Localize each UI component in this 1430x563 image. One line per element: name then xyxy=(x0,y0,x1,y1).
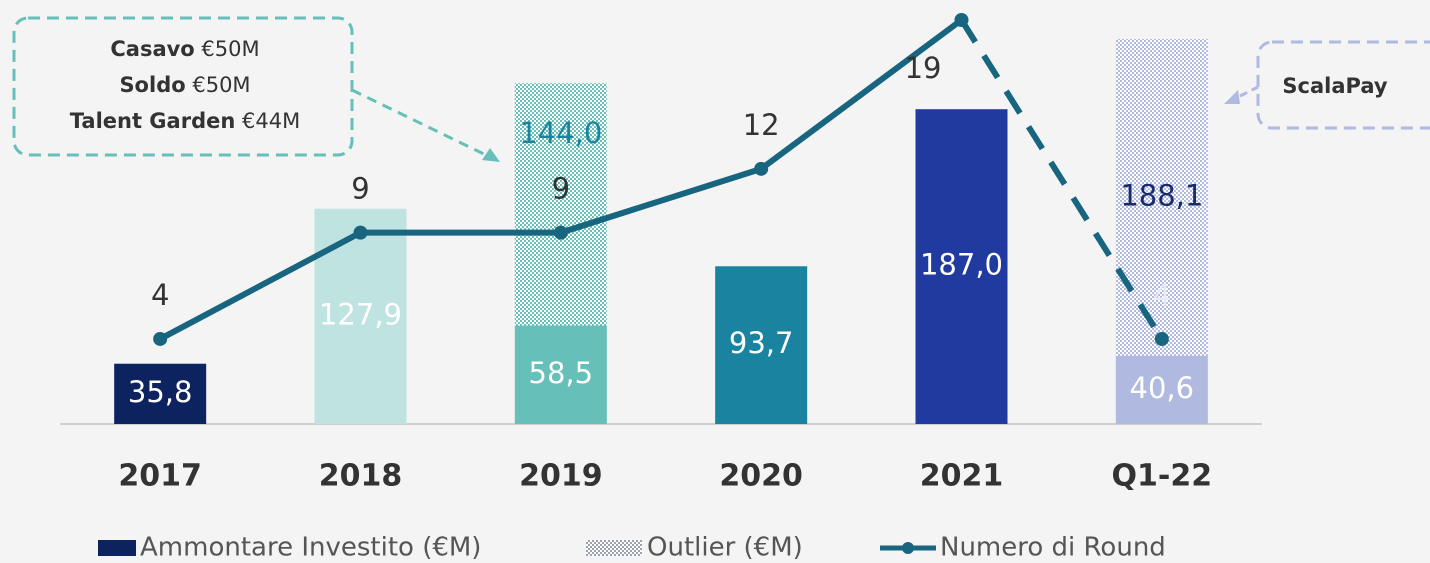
line-point xyxy=(754,161,769,176)
legend-swatch xyxy=(586,540,642,556)
outlier-label: 188,1 xyxy=(1120,178,1203,212)
annotation: Soldo €50M xyxy=(119,73,250,97)
x-tick-label: 2017 xyxy=(118,459,202,494)
bar xyxy=(514,325,607,424)
legend-swatch xyxy=(98,540,136,556)
bar-label: 58,5 xyxy=(529,356,594,390)
outlier-bar xyxy=(514,83,607,326)
annotation-amount: €44M xyxy=(242,109,300,133)
callout-arrow xyxy=(351,88,491,159)
bar xyxy=(114,363,207,424)
legend-swatch xyxy=(902,542,914,554)
annotation-name: Talent Garden xyxy=(70,109,236,133)
x-tick-label: Q1-22 xyxy=(1112,459,1213,494)
annotation-amount: €50M xyxy=(201,37,259,61)
bar xyxy=(715,266,808,424)
outlier-label: 144,0 xyxy=(519,116,602,150)
callout-box xyxy=(12,16,354,157)
x-tick-label: 2019 xyxy=(519,459,603,494)
legend-label: Outlier (€M) xyxy=(647,533,803,563)
line-label: 12 xyxy=(743,108,780,142)
line-point xyxy=(1154,331,1169,346)
legend-label: Numero di Round xyxy=(940,533,1166,563)
x-tick-label: 2021 xyxy=(920,459,1004,494)
line-label: 9 xyxy=(552,172,570,206)
line xyxy=(958,18,1165,341)
bar-label: 93,7 xyxy=(729,326,794,360)
annotation-name: ScalaPay xyxy=(1282,74,1387,98)
bar xyxy=(915,109,1008,424)
x-tick-label: 2020 xyxy=(719,459,803,494)
line-label: 4 xyxy=(151,278,169,312)
line-label: 9 xyxy=(351,172,369,206)
arrow-head xyxy=(482,148,500,162)
bar xyxy=(314,208,407,424)
annotation-name: Soldo xyxy=(119,73,185,97)
bar-label: 127,9 xyxy=(319,297,402,331)
bar-label: 40,6 xyxy=(1130,371,1195,405)
line-label: 4 xyxy=(1153,278,1171,312)
bar xyxy=(1115,355,1208,424)
annotation: ScalaPay xyxy=(1282,74,1387,98)
callout-box xyxy=(1256,40,1430,130)
annotation: Casavo €50M xyxy=(110,37,259,61)
line-label: 19 xyxy=(905,51,942,85)
annotation-amount: €50M xyxy=(192,73,250,97)
line-point xyxy=(954,13,969,27)
callout-arrow xyxy=(1239,85,1259,98)
bar-label: 35,8 xyxy=(128,375,193,409)
line-point xyxy=(553,225,568,240)
annotation-name: Casavo xyxy=(110,37,194,61)
line-point xyxy=(353,225,368,240)
x-tick-label: 2018 xyxy=(319,459,403,494)
line-point xyxy=(153,331,168,346)
legend-label: Ammontare Investito (€M) xyxy=(140,533,481,563)
annotation: Talent Garden €44M xyxy=(70,109,300,133)
outlier-bar xyxy=(1115,39,1208,356)
arrow-head xyxy=(1224,90,1240,104)
bar-label: 187,0 xyxy=(920,248,1003,282)
